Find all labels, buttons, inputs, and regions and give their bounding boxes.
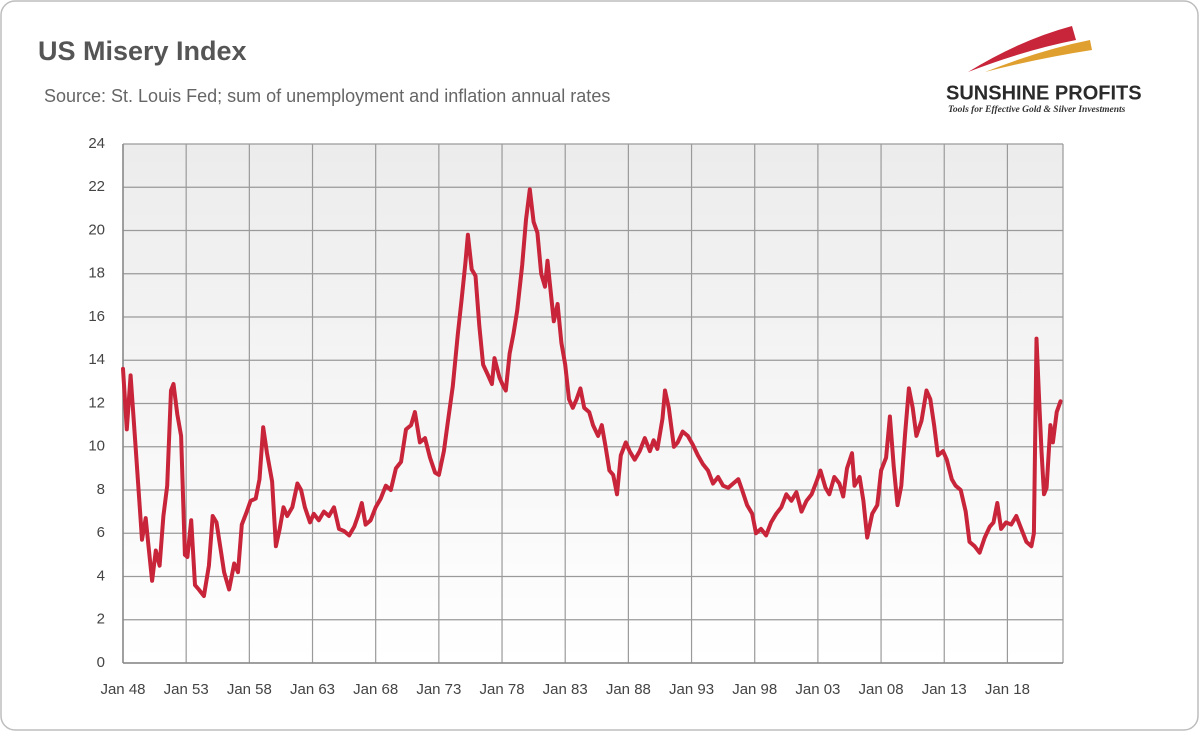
x-tick-label: Jan 58 [227,681,272,698]
x-tick-label: Jan 98 [732,681,777,698]
logo-swoosh [985,40,1092,72]
data-line [121,187,1063,598]
logo-tagline: Tools for Effective Gold & Silver Invest… [948,105,1126,115]
x-tick-label: Jan 53 [164,681,209,698]
x-tick-label: Jan 83 [543,681,588,698]
x-tick-label: Jan 13 [922,681,967,698]
x-tick-label: Jan 03 [795,681,840,698]
x-tick-label: Jan 78 [480,681,525,698]
y-tick-label: 12 [88,394,105,411]
x-tick-label: Jan 73 [416,681,461,698]
y-tick-label: 2 [97,611,105,628]
x-tick-label: Jan 18 [985,681,1030,698]
y-tick-label: 14 [88,351,105,368]
y-tick-label: 6 [97,524,105,541]
x-tick-label: Jan 88 [606,681,651,698]
x-tick-label: Jan 68 [353,681,398,698]
x-tick-label: Jan 08 [859,681,904,698]
y-tick-label: 18 [88,265,105,282]
y-tick-label: 0 [97,654,105,671]
x-tick-label: Jan 48 [100,681,145,698]
y-tick-label: 22 [88,178,105,195]
x-tick-label: Jan 93 [669,681,714,698]
chart-subtitle: Source: St. Louis Fed; sum of unemployme… [44,86,610,106]
y-tick-label: 10 [88,438,105,455]
logo-name: SUNSHINE PROFITS [946,82,1142,104]
chart-title: US Misery Index [38,36,247,66]
logo-swoosh [968,26,1076,72]
logo: SUNSHINE PROFITS Tools for Effective Gol… [946,26,1142,115]
y-tick-label: 16 [88,308,105,325]
y-tick-label: 8 [97,481,105,498]
y-tick-label: 24 [88,135,105,152]
y-tick-label: 20 [88,221,105,238]
x-tick-label: Jan 63 [290,681,335,698]
y-tick-label: 4 [97,567,105,584]
